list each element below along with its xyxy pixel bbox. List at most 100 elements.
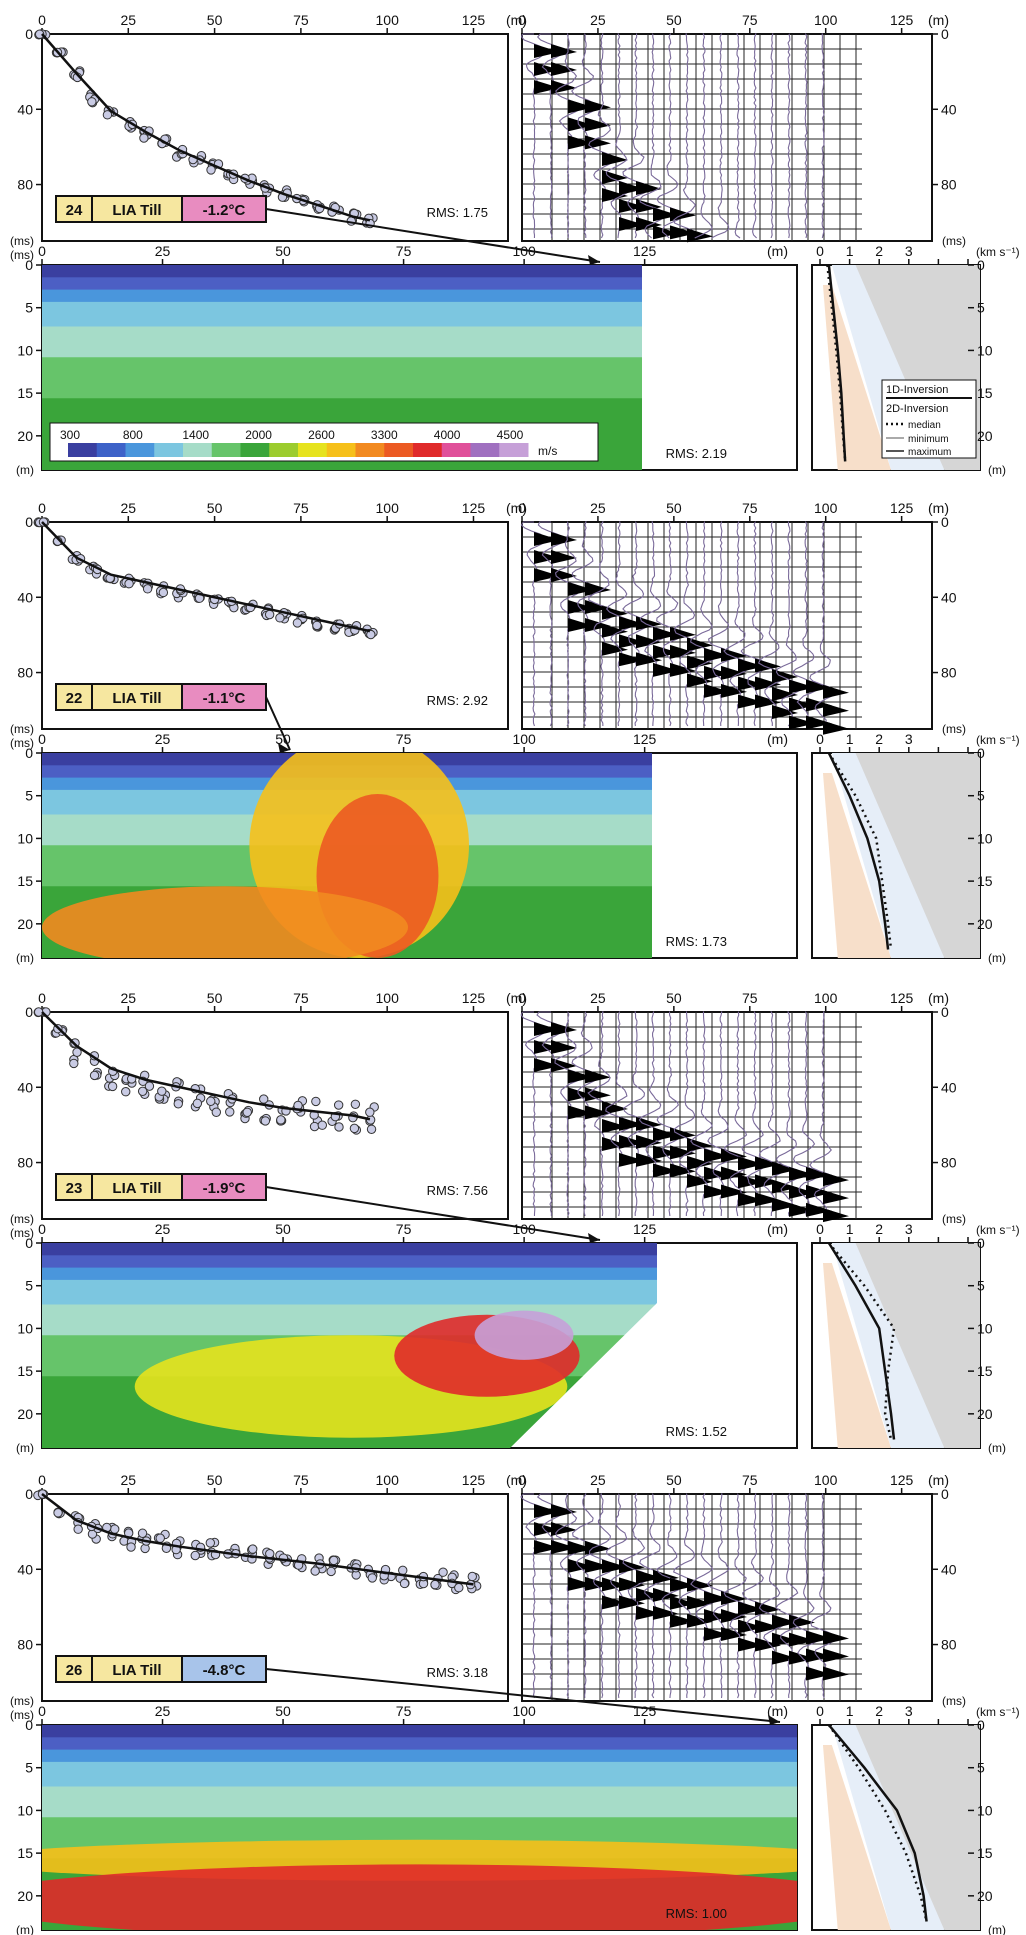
tomogram-ytick-label: 15 <box>17 1845 33 1861</box>
seismogram-wiggle-fill <box>721 1590 747 1605</box>
traveltime-ytick-label: 80 <box>17 1155 33 1171</box>
seismogram-wiggle-fill <box>806 1202 832 1217</box>
seismogram-ytick-label: 80 <box>941 177 957 193</box>
colorbar-swatch <box>384 443 414 457</box>
tomogram-xtick-label: 100 <box>512 1703 536 1719</box>
seismogram-wiggle-fill <box>772 1179 798 1194</box>
seismogram-ytick-label: 40 <box>941 101 957 117</box>
tomogram-ytick-label: 10 <box>17 342 33 358</box>
traveltime-rms: RMS: 7.56 <box>427 1183 488 1198</box>
seismogram-wiggle-fill <box>585 117 611 132</box>
tomogram-prev-unit: (ms) <box>10 248 34 262</box>
tomogram-xtick-label: 50 <box>275 1221 291 1237</box>
traveltime-pick-point <box>365 1107 375 1117</box>
seismogram-trace <box>752 33 758 239</box>
seismogram-trace <box>821 33 825 239</box>
velocity-range-max <box>843 1243 980 1448</box>
tomogram-body <box>42 753 652 958</box>
tomogram-y-unit: (m) <box>16 1923 34 1935</box>
traveltime-pick-point <box>206 1096 216 1106</box>
tomogram-xtick-label: 25 <box>155 243 171 259</box>
temperature-badge <box>181 1173 267 1201</box>
seismogram-wiggle-fill <box>772 1197 798 1212</box>
traveltime-xtick-label: 125 <box>462 990 486 1006</box>
seismogram-trace <box>622 33 650 239</box>
seismogram-wiggle-fill <box>670 644 696 659</box>
colorbar-tick-label: 1400 <box>182 428 209 442</box>
seismogram-wiggle-fill <box>653 1587 679 1602</box>
colorbar-swatch <box>413 443 443 457</box>
seismogram-wiggle-fill <box>551 80 577 94</box>
seismogram-trace <box>656 1493 685 1699</box>
traveltime-pick-point <box>142 584 153 594</box>
traveltime-xtick-label: 0 <box>38 12 46 28</box>
material-label: LIA Till <box>112 1662 161 1679</box>
seismogram-wiggle-fill <box>551 1058 577 1072</box>
tomogram-layer <box>42 301 642 328</box>
seismogram-wiggle-fill <box>670 1577 696 1592</box>
seismogram-wiggle-fill <box>721 683 747 698</box>
seismogram-wiggle-fill <box>670 662 696 677</box>
seismogram-trace <box>673 1493 701 1699</box>
seismogram-wiggle-fill <box>585 99 611 114</box>
seismogram-wiggle-fill <box>721 647 747 662</box>
traveltime-pick-point <box>211 1107 222 1117</box>
profile-id-label: 23 <box>66 1180 83 1197</box>
velocity-x-unit: (km s⁻¹) <box>976 1223 1020 1237</box>
tomogram-layer <box>42 1761 797 1788</box>
velocity-x-unit: (km s⁻¹) <box>976 1705 1020 1719</box>
seismogram-trace <box>694 33 713 239</box>
traveltime-pick-point <box>438 1567 448 1577</box>
traveltime-rms: RMS: 3.18 <box>427 1665 488 1680</box>
traveltime-pick-point <box>121 1086 131 1097</box>
traveltime-pick-point <box>312 620 322 631</box>
tomogram-ytick-label: 5 <box>25 1278 33 1294</box>
seismogram-wiggle-fill <box>534 1058 560 1072</box>
seismogram-wiggle-fill <box>789 1632 815 1647</box>
velocity-range-max <box>843 753 980 958</box>
colorbar-tick-label: 2000 <box>245 428 272 442</box>
colorbar-swatch <box>499 443 529 457</box>
traveltime-pick-point <box>292 618 303 628</box>
profile-arrow <box>265 1668 781 1723</box>
seismogram-xtick-label: 75 <box>742 12 758 28</box>
seismogram-xtick-label: 50 <box>666 500 682 516</box>
traveltime-pick-point <box>173 1099 183 1109</box>
velocity-ytick-label: 10 <box>977 1802 993 1818</box>
tomogram-x-unit: (m) <box>767 1221 788 1237</box>
traveltime-pick-point <box>72 1047 82 1057</box>
traveltime-rms: RMS: 2.92 <box>427 693 488 708</box>
seismogram-wiggle-fill <box>806 1648 832 1663</box>
traveltime-pick-point <box>139 133 149 143</box>
seismogram-wiggle-fill <box>619 1595 645 1610</box>
traveltime-xtick-label: 100 <box>376 12 400 28</box>
seismogram-wiggle-fill <box>789 1202 815 1217</box>
seismogram-wiggle-fill <box>687 637 713 652</box>
seismogram-wiggle-fill <box>823 1208 849 1223</box>
profile-arrow <box>265 208 601 263</box>
seismogram-trace <box>605 1011 633 1217</box>
velocity-ytick-label: 5 <box>977 300 985 316</box>
seismogram-wiggle-fill <box>568 1576 594 1591</box>
colorbar-swatch <box>154 443 184 457</box>
traveltime-pick-point <box>309 1121 320 1132</box>
velocity-ytick-label: 15 <box>977 1363 993 1379</box>
profile-id-badge <box>55 1655 93 1683</box>
seismogram-wiggle-fill <box>755 658 781 673</box>
seismogram-trace <box>758 1011 786 1217</box>
seismogram-wiggle-fill <box>534 550 560 564</box>
seismogram-ytick-label: 40 <box>941 589 957 605</box>
seismogram-wiggle-fill <box>704 647 730 662</box>
seismogram-wiggle-fill <box>704 1184 730 1199</box>
traveltime-x-unit: (m) <box>506 1472 527 1488</box>
velocity-xtick-label: 3 <box>905 243 913 259</box>
tomogram-y-unit: (m) <box>16 463 34 477</box>
velocity-y-unit: (m) <box>988 1923 1006 1935</box>
seismogram-wiggle-fill <box>772 1632 798 1647</box>
seismogram-ytick-label: 40 <box>941 1079 957 1095</box>
seismogram-xtick-label: 50 <box>666 12 682 28</box>
velocity-xtick-label: 1 <box>846 1221 854 1237</box>
traveltime-ytick-label: 40 <box>17 589 33 605</box>
velocity-ytick-label: 0 <box>977 1235 985 1251</box>
